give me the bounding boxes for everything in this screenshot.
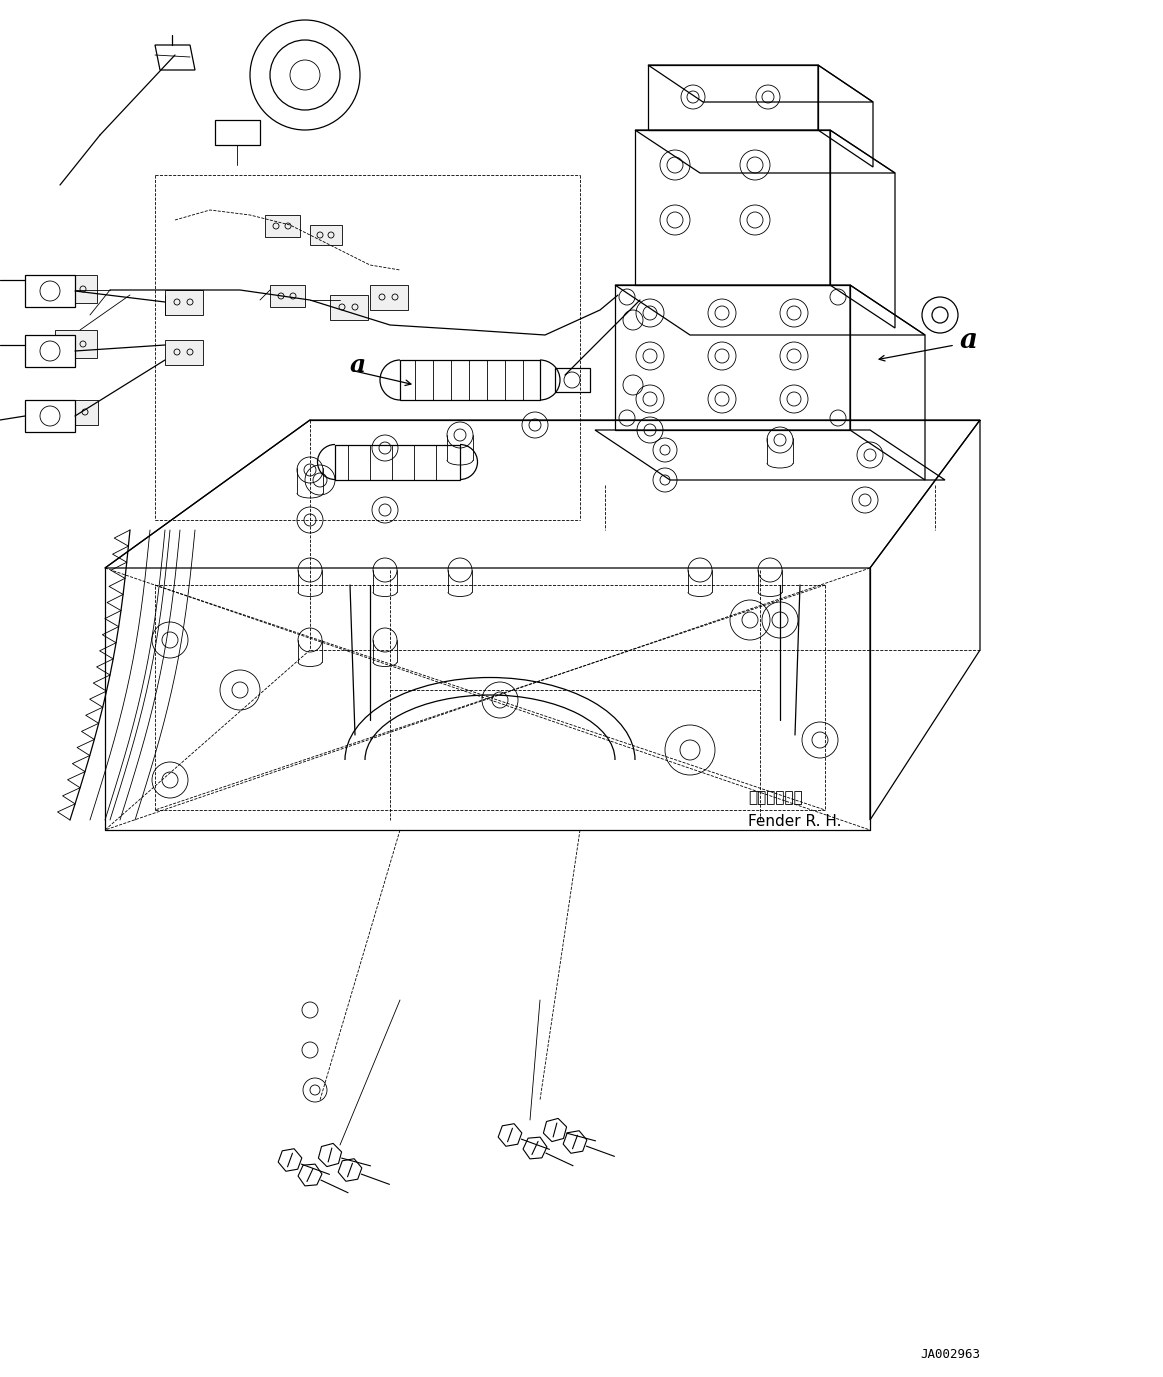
Polygon shape [165, 340, 204, 365]
Text: Fender R. H.: Fender R. H. [748, 815, 842, 829]
Text: フェンダ　右: フェンダ 右 [748, 790, 802, 806]
Text: JA002963: JA002963 [920, 1348, 980, 1362]
Polygon shape [270, 285, 305, 307]
Text: a: a [959, 326, 978, 354]
Polygon shape [165, 291, 204, 315]
Polygon shape [24, 335, 74, 368]
Polygon shape [55, 330, 97, 358]
Polygon shape [311, 224, 342, 245]
Polygon shape [370, 285, 408, 310]
Polygon shape [55, 275, 97, 303]
Polygon shape [265, 215, 300, 237]
Polygon shape [24, 399, 74, 432]
Polygon shape [330, 295, 368, 319]
Polygon shape [60, 399, 98, 425]
Polygon shape [24, 275, 74, 307]
Text: a: a [350, 353, 366, 377]
